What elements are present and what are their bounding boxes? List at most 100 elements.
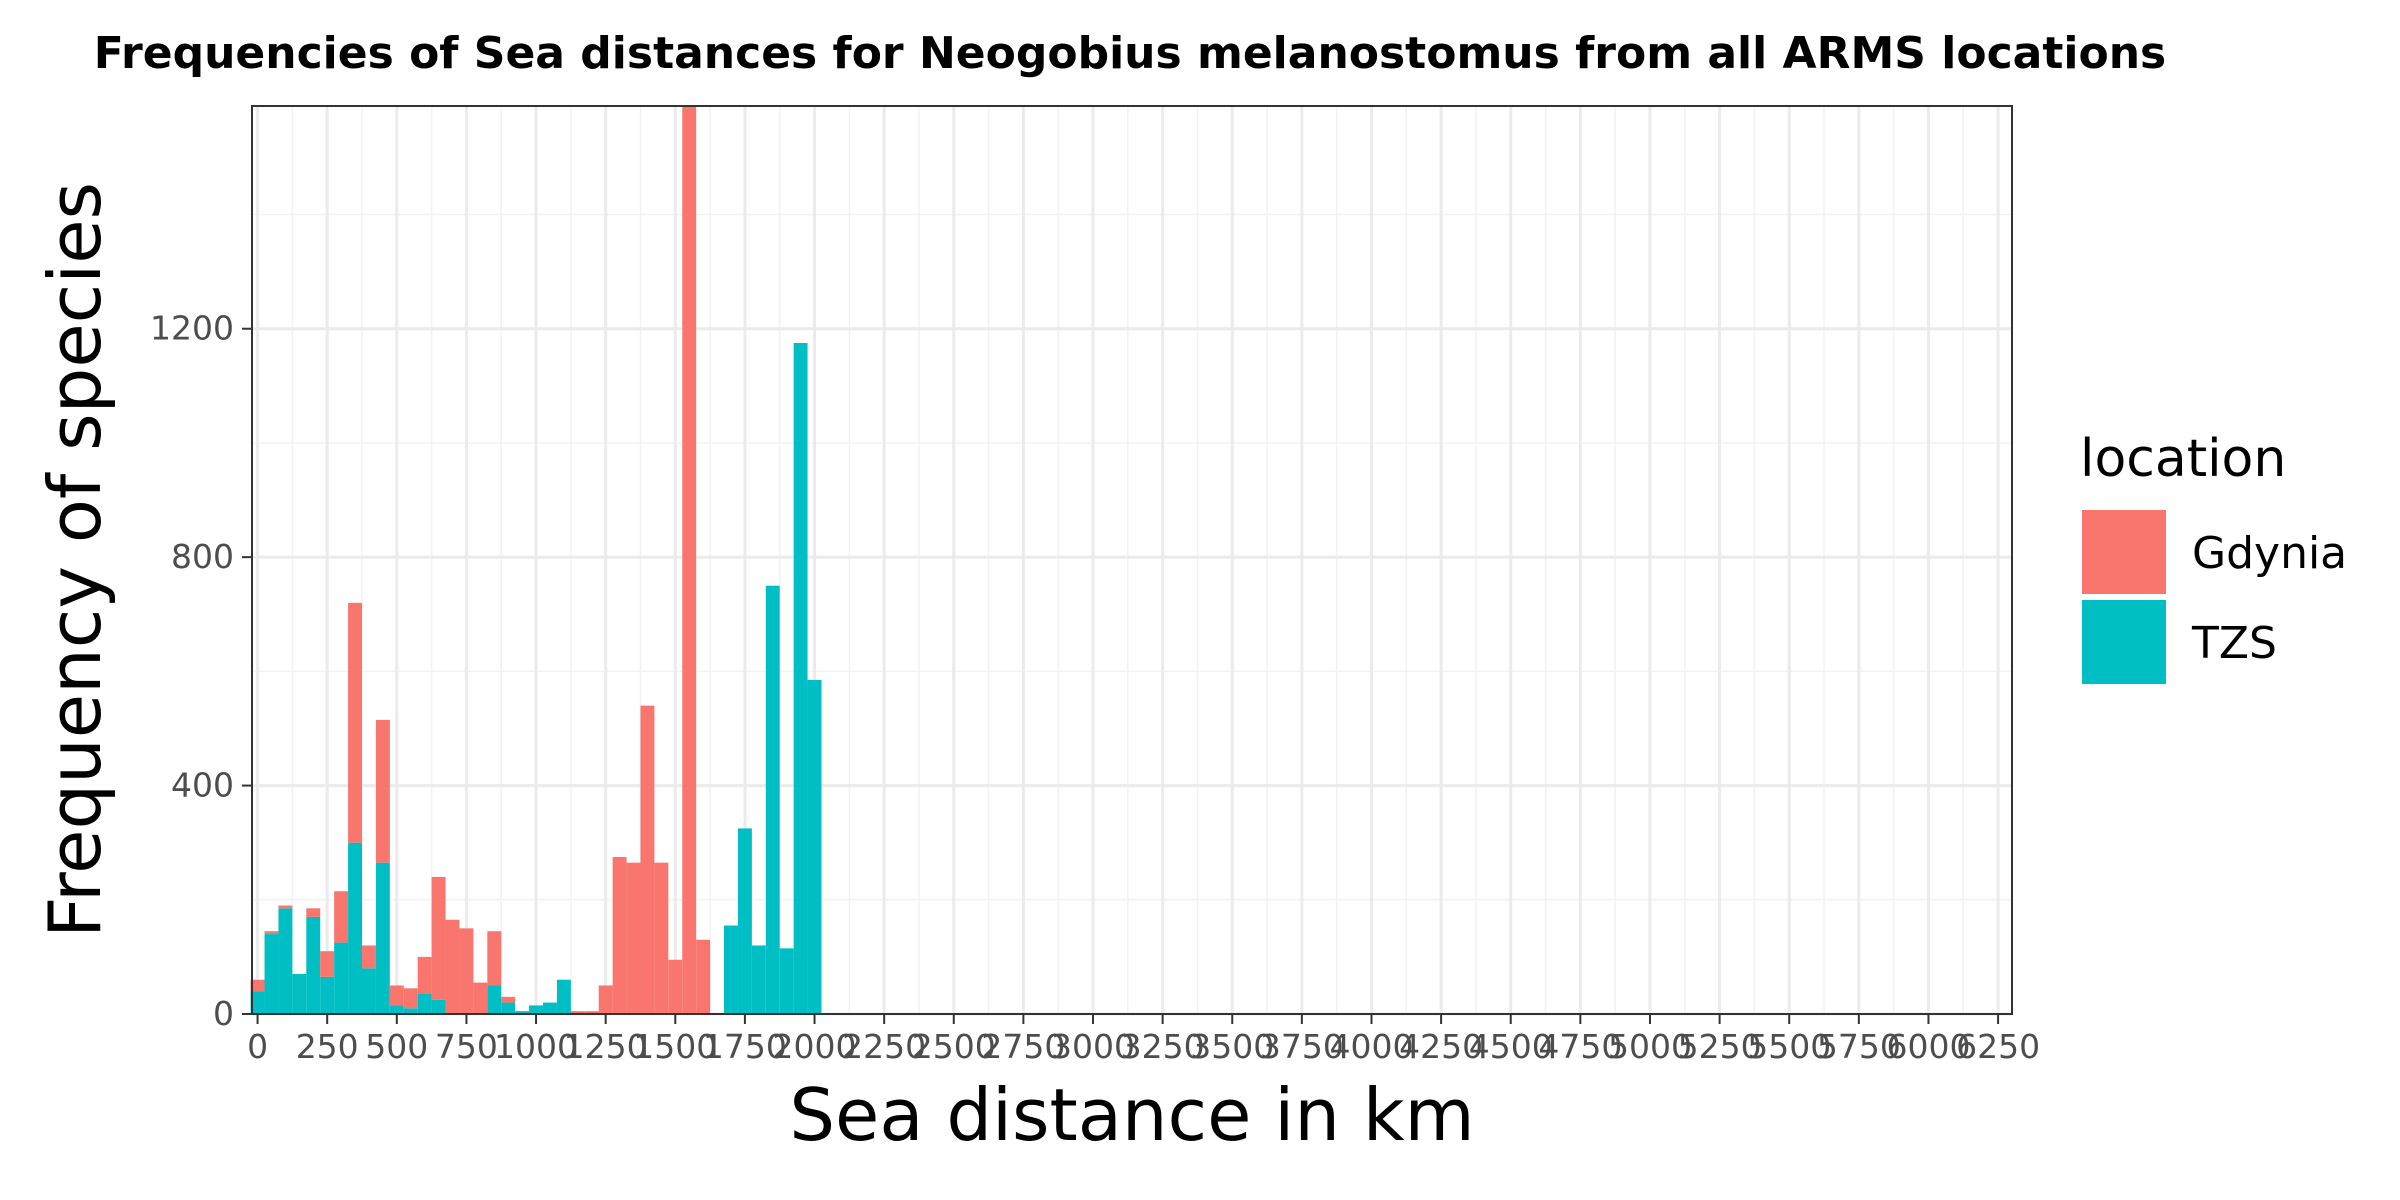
bar-gdynia-650 — [431, 876, 446, 1000]
y-tick-label: 800 — [171, 537, 234, 576]
bar-gdynia-1300 — [612, 856, 627, 1014]
x-tick-label: 250 — [296, 1027, 359, 1066]
bar-gdynia-900 — [501, 996, 516, 1003]
legend-title: location — [2080, 429, 2286, 489]
x-tick-label: 5000 — [1608, 1027, 1692, 1066]
x-tick-label: 4000 — [1330, 1027, 1414, 1066]
x-tick-label: 3500 — [1190, 1027, 1274, 1066]
x-tick-label: 4750 — [1538, 1027, 1622, 1066]
bar-tzs-1950 — [793, 342, 808, 1014]
x-tick-label: 4250 — [1399, 1027, 1483, 1066]
y-axis-label: Frequency of species — [33, 182, 117, 938]
y-tick-label: 1200 — [150, 309, 234, 348]
x-tick-label: 5750 — [1817, 1027, 1901, 1066]
x-tick-label: 500 — [365, 1027, 428, 1066]
bar-gdynia-350 — [348, 602, 362, 843]
bar-gdynia-1550 — [682, 106, 697, 1014]
x-tick-label: 2750 — [981, 1027, 1065, 1066]
x-axis: 0 250 500 750100012501500175020002250250027… — [247, 1014, 2040, 1066]
bar-gdynia-400 — [362, 945, 376, 969]
bars — [250, 106, 822, 1014]
x-tick-label: 750 — [435, 1027, 498, 1066]
bar-gdynia-1250 — [598, 985, 613, 1014]
bar-tzs-400 — [362, 968, 376, 1014]
bar-tzs-1850 — [765, 585, 780, 1014]
legend-label-tzs: TZS — [2191, 618, 2277, 669]
legend: location Gdynia TZS — [2080, 429, 2347, 684]
x-tick-label: 6250 — [1956, 1027, 2040, 1066]
x-tick-label: 2250 — [842, 1027, 926, 1066]
bar-gdynia-1400 — [640, 705, 655, 1014]
bar-gdynia-1200 — [584, 1011, 599, 1014]
x-tick-label: 1250 — [564, 1027, 648, 1066]
bar-tzs-2000 — [807, 679, 822, 1014]
bar-tzs-850 — [487, 985, 502, 1014]
x-tick-label: 1750 — [703, 1027, 787, 1066]
bar-gdynia-1600 — [696, 939, 711, 1014]
x-tick-label: 3250 — [1121, 1027, 1205, 1066]
bar-gdynia-600 — [417, 956, 432, 995]
bar-gdynia-300 — [334, 891, 349, 943]
y-tick-label: 400 — [171, 766, 234, 805]
y-tick-label: 0 — [213, 994, 234, 1033]
bar-gdynia-1350 — [626, 862, 641, 1014]
x-tick-label: 3000 — [1051, 1027, 1135, 1066]
x-tick-label: 4500 — [1469, 1027, 1553, 1066]
legend-label-gdynia: Gdynia — [2192, 528, 2347, 579]
x-tick-label: 0 — [247, 1027, 268, 1066]
bar-tzs-1900 — [779, 948, 794, 1014]
bar-tzs-450 — [375, 862, 390, 1014]
bar-tzs-350 — [348, 842, 362, 1014]
bar-tzs-1750 — [737, 828, 752, 1014]
bar-gdynia-200 — [306, 908, 321, 917]
y-axis: 0 400 800 1200 — [150, 309, 252, 1033]
bar-gdynia-750 — [459, 928, 474, 1014]
bar-tzs-100 — [278, 908, 293, 1014]
bar-tzs-1050 — [543, 1002, 557, 1014]
legend-key-tzs — [2082, 600, 2166, 684]
bar-tzs-300 — [334, 942, 349, 1014]
bar-tzs-600 — [417, 994, 432, 1014]
plot-panel — [252, 106, 2012, 1014]
x-tick-label: 2000 — [773, 1027, 857, 1066]
bar-tzs-950 — [515, 1011, 530, 1014]
chart-title: Frequencies of Sea distances for Neogobi… — [94, 28, 2166, 79]
bar-tzs-1700 — [724, 925, 738, 1014]
bar-tzs-650 — [431, 999, 446, 1014]
bar-gdynia-500 — [389, 985, 404, 1006]
bar-gdynia-800 — [473, 982, 488, 1014]
bar-gdynia-1150 — [570, 1011, 585, 1014]
bar-tzs-1800 — [751, 945, 766, 1014]
bar-tzs-500 — [389, 1005, 404, 1014]
bar-tzs-900 — [501, 1002, 516, 1014]
x-axis-label: Sea distance in km — [789, 1073, 1474, 1157]
bar-gdynia-1450 — [654, 862, 669, 1014]
bar-tzs-50 — [264, 934, 279, 1014]
bar-tzs-200 — [306, 916, 321, 1014]
bar-gdynia-0 — [250, 979, 265, 992]
bar-gdynia-700 — [445, 919, 460, 1014]
x-tick-label: 2500 — [912, 1027, 996, 1066]
bar-tzs-550 — [403, 1008, 418, 1014]
bar-tzs-250 — [320, 976, 335, 1014]
x-tick-label: 5500 — [1747, 1027, 1831, 1066]
bar-gdynia-450 — [375, 719, 390, 863]
bar-gdynia-250 — [320, 951, 335, 977]
bar-gdynia-100 — [278, 905, 293, 909]
bar-tzs-0 — [250, 991, 265, 1014]
bar-gdynia-50 — [264, 931, 279, 935]
bar-gdynia-1500 — [668, 959, 683, 1014]
bar-gdynia-550 — [403, 988, 418, 1009]
bar-tzs-150 — [292, 974, 307, 1014]
x-tick-label: 5250 — [1678, 1027, 1762, 1066]
bar-tzs-1000 — [529, 1005, 544, 1014]
x-tick-label: 6000 — [1886, 1027, 1970, 1066]
bar-gdynia-850 — [487, 931, 502, 986]
panel-border — [251, 105, 2013, 1015]
x-tick-label: 3750 — [1260, 1027, 1344, 1066]
bar-tzs-1100 — [556, 979, 571, 1014]
x-tick-label: 1500 — [633, 1027, 717, 1066]
x-tick-label: 1000 — [494, 1027, 578, 1066]
legend-key-gdynia — [2082, 510, 2166, 594]
